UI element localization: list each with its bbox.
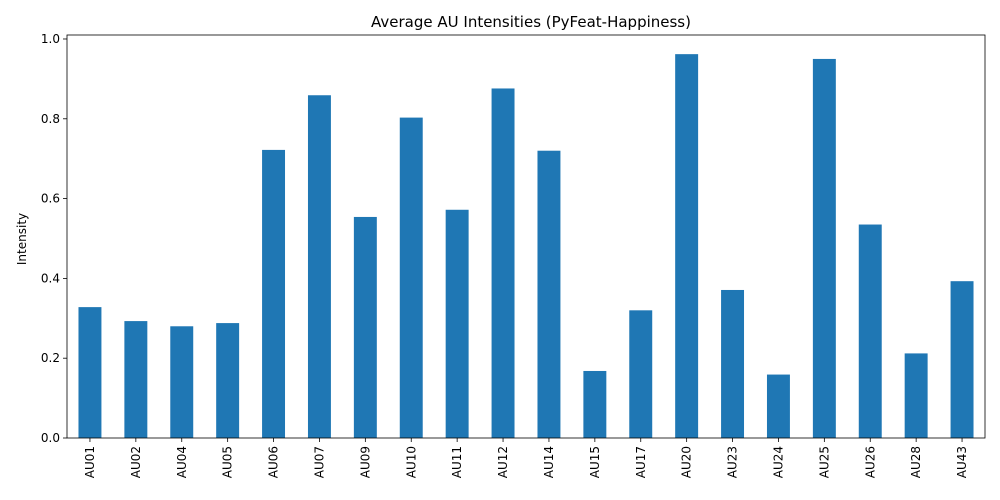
x-tick-label: AU06	[267, 446, 281, 478]
x-tick-label: AU24	[771, 446, 785, 478]
x-tick-label: AU28	[909, 446, 923, 478]
bar-au12	[491, 88, 515, 438]
x-tick-label: AU14	[542, 446, 556, 478]
x-tick-label: AU26	[863, 446, 877, 478]
bar-au04	[170, 326, 194, 438]
x-tick-label: AU02	[129, 446, 143, 478]
y-axis-label: Intensity	[15, 213, 29, 265]
bar-au09	[353, 216, 377, 438]
x-tick-label: AU05	[221, 446, 235, 478]
bar-au25	[812, 58, 836, 438]
bar-au02	[124, 321, 148, 438]
bar-au01	[78, 307, 102, 438]
x-tick-label: AU12	[496, 446, 510, 478]
y-tick-label: 0.2	[41, 351, 60, 365]
bar-au06	[262, 149, 286, 438]
x-tick-label: AU01	[83, 446, 97, 478]
bar-au23	[721, 289, 745, 438]
x-tick-label: AU11	[450, 446, 464, 478]
bars-group	[78, 54, 974, 439]
x-axis: AU01 AU02 AU04 AU05 AU06 AU07 AU09 AU10 AU11 AU12…	[83, 438, 969, 478]
y-tick-label: 0.0	[41, 431, 60, 445]
bar-au14	[537, 150, 561, 438]
x-tick-label: AU20	[680, 446, 694, 478]
bar-au05	[216, 323, 240, 438]
bar-au43	[950, 281, 974, 438]
x-tick-label: AU43	[955, 446, 969, 478]
plot-frame	[66, 34, 986, 439]
x-tick-label: AU15	[588, 446, 602, 478]
x-tick-label: AU09	[358, 446, 372, 478]
y-axis: 0.0 0.2 0.4 0.6 0.8 1.0	[41, 32, 67, 445]
y-tick-label: 0.4	[41, 271, 60, 285]
x-tick-label: AU10	[404, 446, 418, 478]
bar-au07	[307, 95, 331, 438]
chart-title: Average AU Intensities (PyFeat-Happiness…	[371, 13, 691, 31]
bar-au10	[399, 117, 423, 438]
x-tick-label: AU23	[726, 446, 740, 478]
bar-au20	[675, 54, 699, 439]
x-tick-label: AU25	[817, 446, 831, 478]
y-tick-label: 1.0	[41, 32, 60, 46]
x-tick-label: AU07	[312, 446, 326, 478]
x-tick-label: AU17	[634, 446, 648, 478]
bar-au11	[445, 209, 469, 438]
bar-au28	[904, 353, 928, 438]
y-tick-label: 0.6	[41, 192, 60, 206]
x-tick-label: AU04	[175, 446, 189, 478]
bar-au24	[766, 374, 790, 438]
y-tick-label: 0.8	[41, 112, 60, 126]
bar-au15	[583, 370, 607, 438]
bar-au17	[629, 310, 653, 438]
bar-au26	[858, 224, 882, 438]
